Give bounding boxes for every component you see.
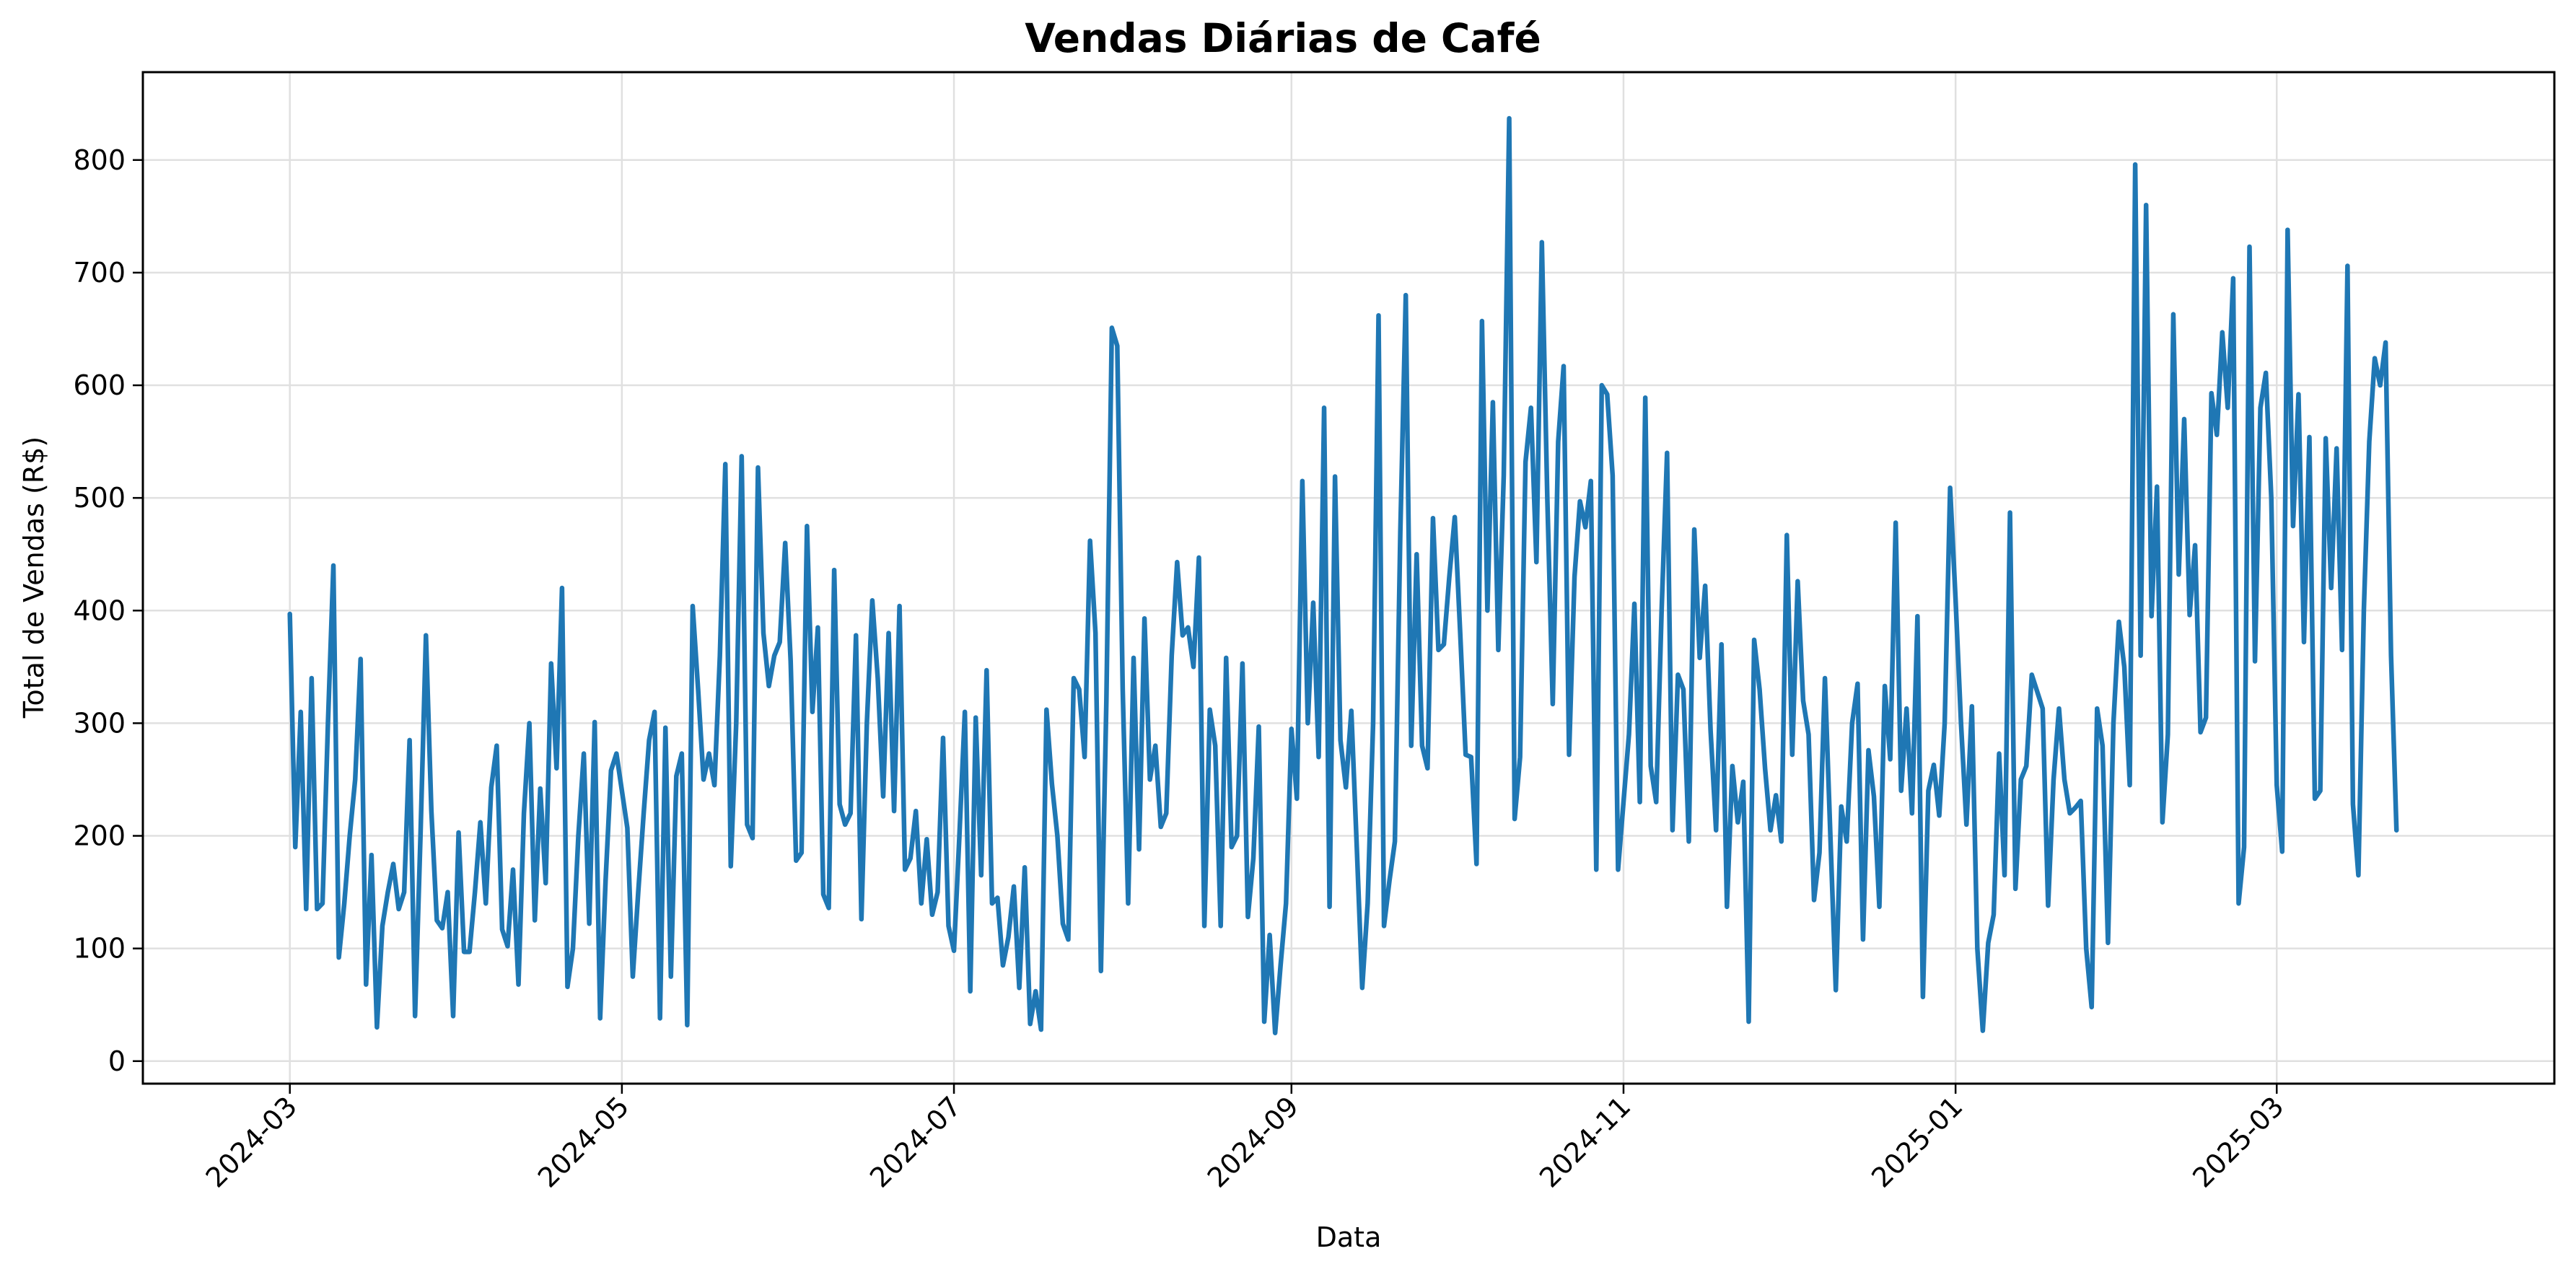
x-tick-label: 2024-05 <box>532 1090 635 1193</box>
x-axis-label: Data <box>1316 1221 1382 1253</box>
x-tick-label: 2024-07 <box>864 1090 967 1193</box>
y-tick-label: 700 <box>73 257 126 289</box>
x-tick-label: 2025-03 <box>2186 1090 2290 1193</box>
y-tick-label: 300 <box>73 707 126 739</box>
plot-area <box>287 115 2399 1035</box>
chart-title: Vendas Diárias de Café <box>1025 15 1541 61</box>
series-line-0 <box>287 115 2399 1035</box>
y-tick-label: 600 <box>73 369 126 401</box>
x-tick-label: 2024-03 <box>200 1090 303 1193</box>
y-tick-label: 400 <box>73 594 126 626</box>
y-axis-label: Total de Vendas (R$) <box>18 436 50 719</box>
y-tick-label: 500 <box>73 482 126 514</box>
grid <box>143 72 2554 1084</box>
x-tick-label: 2025-01 <box>1865 1090 1968 1193</box>
y-tick-label: 0 <box>108 1045 126 1077</box>
y-tick-label: 200 <box>73 820 126 852</box>
y-tick-label: 100 <box>73 933 126 965</box>
y-axis: 0 100 200 300 400 500 600 700 800 <box>73 144 143 1077</box>
x-tick-label: 2024-11 <box>1533 1090 1637 1193</box>
plot-frame <box>141 71 2556 1085</box>
y-tick-label: 800 <box>73 144 126 176</box>
x-axis: 2024-03 2024-05 2024-07 2024-09 2024-11 2025-… <box>200 1084 2290 1194</box>
x-tick-label: 2024-09 <box>1201 1090 1305 1193</box>
